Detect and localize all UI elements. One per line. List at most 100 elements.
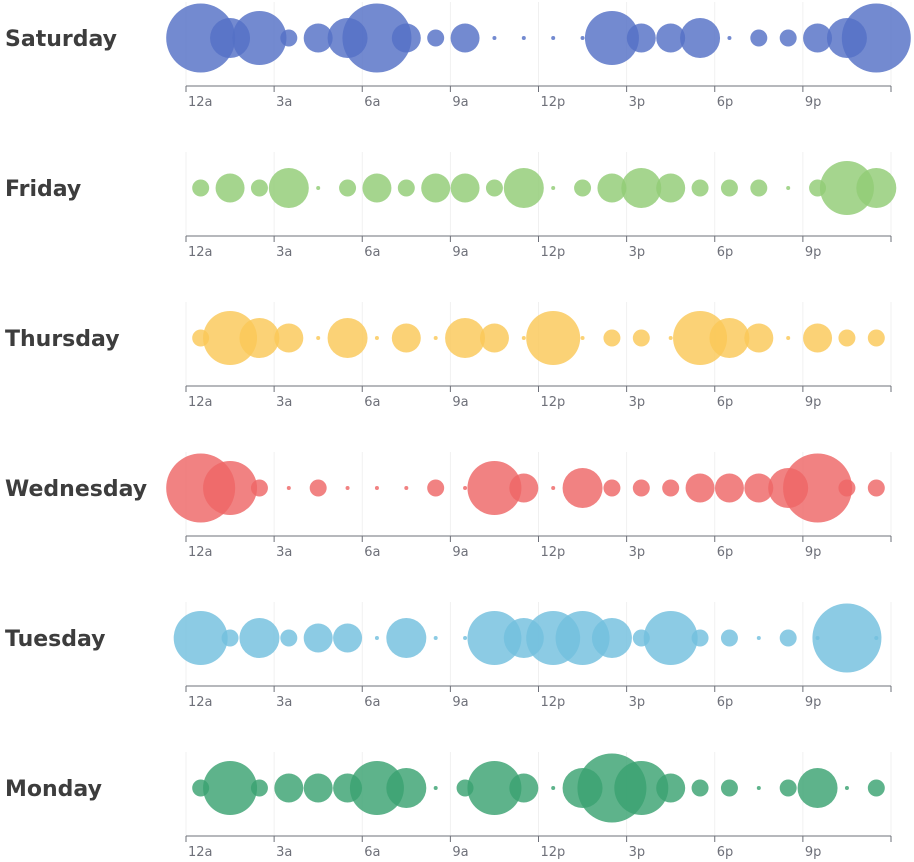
bubble-wednesday-1p[interactable] xyxy=(562,468,603,508)
bubble-monday-2a[interactable] xyxy=(250,779,268,797)
bubble-friday-1a[interactable] xyxy=(215,173,245,203)
bubble-monday-8p[interactable] xyxy=(779,779,797,797)
bubble-thursday-6p[interactable] xyxy=(709,318,750,358)
bubble-saturday-3p[interactable] xyxy=(626,23,656,53)
bubble-saturday-6p[interactable] xyxy=(727,36,732,40)
bubble-monday-7a[interactable] xyxy=(386,768,427,808)
bubble-tuesday-4a[interactable] xyxy=(303,623,333,653)
bubble-saturday-11a[interactable] xyxy=(521,36,526,40)
bubble-thursday-3p[interactable] xyxy=(632,329,650,347)
bubble-saturday-2p[interactable] xyxy=(584,11,639,65)
bubble-friday-1p[interactable] xyxy=(574,179,592,197)
bubble-saturday-5p[interactable] xyxy=(680,18,721,58)
bubble-tuesday-5a[interactable] xyxy=(333,623,363,653)
bubble-monday-4a[interactable] xyxy=(303,773,333,803)
bubble-monday-9p[interactable] xyxy=(797,768,838,808)
bubble-tuesday-11p[interactable] xyxy=(874,636,879,640)
bubble-friday-8a[interactable] xyxy=(421,173,451,203)
bubble-saturday-6a[interactable] xyxy=(342,3,412,73)
bubble-monday-10a[interactable] xyxy=(467,761,522,815)
bubble-wednesday-10a[interactable] xyxy=(467,461,522,515)
bubble-saturday-11p[interactable] xyxy=(841,3,911,73)
bubble-saturday-3a[interactable] xyxy=(280,29,298,47)
bubble-saturday-12a[interactable] xyxy=(166,3,236,73)
bubble-saturday-8p[interactable] xyxy=(779,29,797,47)
bubble-monday-5p[interactable] xyxy=(691,779,709,797)
bubble-wednesday-7a[interactable] xyxy=(404,486,409,490)
bubble-friday-9a[interactable] xyxy=(450,173,480,203)
bubble-friday-4p[interactable] xyxy=(656,173,686,203)
bubble-saturday-10a[interactable] xyxy=(492,36,497,40)
bubble-wednesday-2a[interactable] xyxy=(250,479,268,497)
bubble-tuesday-3a[interactable] xyxy=(280,629,298,647)
bubble-wednesday-6p[interactable] xyxy=(714,473,744,503)
bubble-wednesday-11p[interactable] xyxy=(867,479,885,497)
bubble-thursday-12p[interactable] xyxy=(526,311,581,365)
bubble-wednesday-7p[interactable] xyxy=(744,473,774,503)
bubble-tuesday-1a[interactable] xyxy=(221,629,239,647)
bubble-tuesday-2p[interactable] xyxy=(591,618,632,658)
bubble-friday-6p[interactable] xyxy=(720,179,738,197)
bubble-tuesday-7p[interactable] xyxy=(756,636,761,640)
bubble-friday-5p[interactable] xyxy=(691,179,709,197)
bubble-wednesday-4p[interactable] xyxy=(662,479,680,497)
bubble-thursday-10a[interactable] xyxy=(479,323,509,353)
bubble-wednesday-2p[interactable] xyxy=(603,479,621,497)
bubble-friday-7p[interactable] xyxy=(750,179,768,197)
bubble-tuesday-7a[interactable] xyxy=(386,618,427,658)
bubble-tuesday-12a[interactable] xyxy=(173,611,228,665)
bubble-thursday-7a[interactable] xyxy=(391,323,421,353)
bubble-thursday-5a[interactable] xyxy=(327,318,368,358)
bubble-friday-4a[interactable] xyxy=(316,186,321,190)
bubble-friday-2a[interactable] xyxy=(250,179,268,197)
bubble-thursday-9a[interactable] xyxy=(445,318,486,358)
bubble-thursday-1a[interactable] xyxy=(203,311,258,365)
bubble-thursday-11a[interactable] xyxy=(521,336,526,340)
bubble-saturday-4a[interactable] xyxy=(303,23,333,53)
bubble-thursday-8p[interactable] xyxy=(786,336,791,340)
bubble-friday-5a[interactable] xyxy=(339,179,357,197)
bubble-monday-3p[interactable] xyxy=(614,761,669,815)
bubble-monday-11a[interactable] xyxy=(509,773,539,803)
bubble-tuesday-6p[interactable] xyxy=(720,629,738,647)
bubble-wednesday-5a[interactable] xyxy=(345,486,350,490)
bubble-monday-4p[interactable] xyxy=(656,773,686,803)
bubble-thursday-11p[interactable] xyxy=(867,329,885,347)
bubble-saturday-7a[interactable] xyxy=(391,23,421,53)
bubble-friday-6a[interactable] xyxy=(362,173,392,203)
bubble-friday-10p[interactable] xyxy=(819,161,874,215)
bubble-monday-3a[interactable] xyxy=(274,773,304,803)
bubble-wednesday-3p[interactable] xyxy=(632,479,650,497)
bubble-saturday-7p[interactable] xyxy=(750,29,768,47)
bubble-thursday-9p[interactable] xyxy=(803,323,833,353)
bubble-thursday-4a[interactable] xyxy=(316,336,321,340)
bubble-monday-6p[interactable] xyxy=(720,779,738,797)
bubble-wednesday-4a[interactable] xyxy=(309,479,327,497)
bubble-friday-12p[interactable] xyxy=(551,186,556,190)
bubble-thursday-2a[interactable] xyxy=(239,318,280,358)
bubble-monday-6a[interactable] xyxy=(349,761,404,815)
bubble-wednesday-6a[interactable] xyxy=(374,486,379,490)
bubble-monday-11p[interactable] xyxy=(867,779,885,797)
bubble-tuesday-8a[interactable] xyxy=(433,636,438,640)
bubble-thursday-7p[interactable] xyxy=(744,323,774,353)
bubble-friday-2p[interactable] xyxy=(597,173,627,203)
bubble-monday-10p[interactable] xyxy=(844,786,849,790)
bubble-friday-12a[interactable] xyxy=(192,179,210,197)
bubble-wednesday-3a[interactable] xyxy=(286,486,291,490)
bubble-friday-3p[interactable] xyxy=(621,168,662,208)
bubble-wednesday-10p[interactable] xyxy=(838,479,856,497)
bubble-thursday-5p[interactable] xyxy=(673,311,728,365)
bubble-tuesday-1p[interactable] xyxy=(555,611,610,665)
bubble-wednesday-5p[interactable] xyxy=(685,473,715,503)
bubble-tuesday-9a[interactable] xyxy=(463,636,468,640)
bubble-wednesday-11a[interactable] xyxy=(509,473,539,503)
bubble-friday-3a[interactable] xyxy=(268,168,309,208)
bubble-thursday-1p[interactable] xyxy=(580,336,585,340)
bubble-thursday-4p[interactable] xyxy=(668,336,673,340)
bubble-friday-10a[interactable] xyxy=(485,179,503,197)
bubble-monday-1a[interactable] xyxy=(203,761,258,815)
bubble-saturday-8a[interactable] xyxy=(427,29,445,47)
bubble-saturday-1p[interactable] xyxy=(580,36,585,40)
bubble-thursday-3a[interactable] xyxy=(274,323,304,353)
